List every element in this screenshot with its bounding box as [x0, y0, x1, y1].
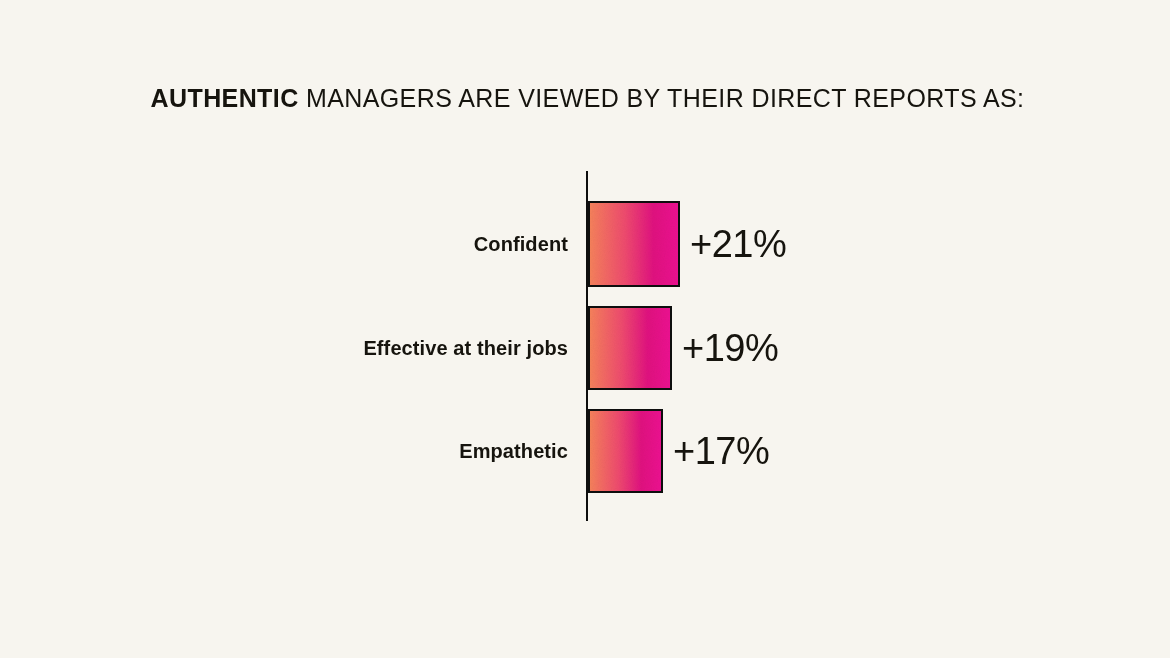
bar-empathetic	[588, 409, 663, 493]
bar-effective	[588, 306, 672, 390]
chart-title-emphasis: AUTHENTIC	[151, 84, 299, 112]
value-label: +17%	[673, 430, 769, 473]
value-label: +19%	[682, 327, 778, 370]
chart-title: AUTHENTIC MANAGERS ARE VIEWED BY THEIR D…	[0, 84, 1170, 113]
grain-texture	[590, 308, 670, 388]
bar-confident	[588, 201, 680, 287]
category-label: Confident	[0, 233, 568, 256]
bar-row-empathetic: Empathetic +17%	[0, 409, 1170, 493]
category-label: Effective at their jobs	[0, 337, 568, 360]
bar-row-confident: Confident +21%	[0, 201, 1170, 287]
bar-row-effective: Effective at their jobs +19%	[0, 306, 1170, 390]
value-label: +21%	[690, 223, 786, 266]
grain-texture	[590, 203, 678, 285]
chart-title-text: MANAGERS ARE VIEWED BY THEIR DIRECT REPO…	[299, 84, 1025, 112]
chart-canvas: AUTHENTIC MANAGERS ARE VIEWED BY THEIR D…	[0, 0, 1170, 658]
grain-texture	[590, 411, 661, 491]
category-label: Empathetic	[0, 440, 568, 463]
